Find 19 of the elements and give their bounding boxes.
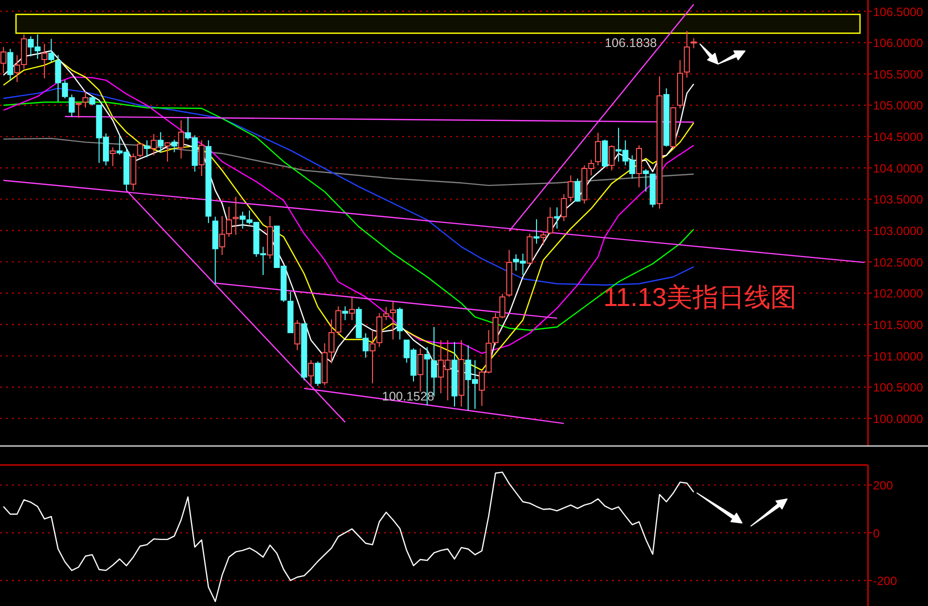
- y-tick-label: 105.5000: [873, 67, 924, 82]
- y-tick-label: 101.0000: [873, 349, 924, 364]
- y-tick-label: 200: [873, 478, 894, 493]
- annotation: 106.1838: [604, 36, 657, 50]
- y-tick-label: 103.0000: [873, 224, 924, 238]
- y-tick-label: 100.5000: [873, 380, 924, 395]
- y-tick-label: 106.5000: [873, 4, 924, 19]
- y-tick-label: 100.0000: [873, 412, 924, 426]
- y-tick-label: 106.0000: [873, 36, 924, 50]
- y-tick-label: 102.5000: [873, 255, 924, 270]
- y-tick-label: 0: [873, 526, 880, 540]
- y-tick-label: 102.0000: [873, 286, 924, 301]
- y-tick-label: 103.5000: [873, 192, 924, 207]
- y-tick-label: -200: [873, 574, 898, 588]
- y-tick-label: 101.5000: [873, 318, 924, 332]
- y-tick-label: 104.5000: [873, 130, 924, 144]
- text: 11.13美指日线图: [603, 282, 797, 312]
- y-tick-label: 104.0000: [873, 161, 924, 176]
- y-tick-label: 105.0000: [873, 98, 924, 113]
